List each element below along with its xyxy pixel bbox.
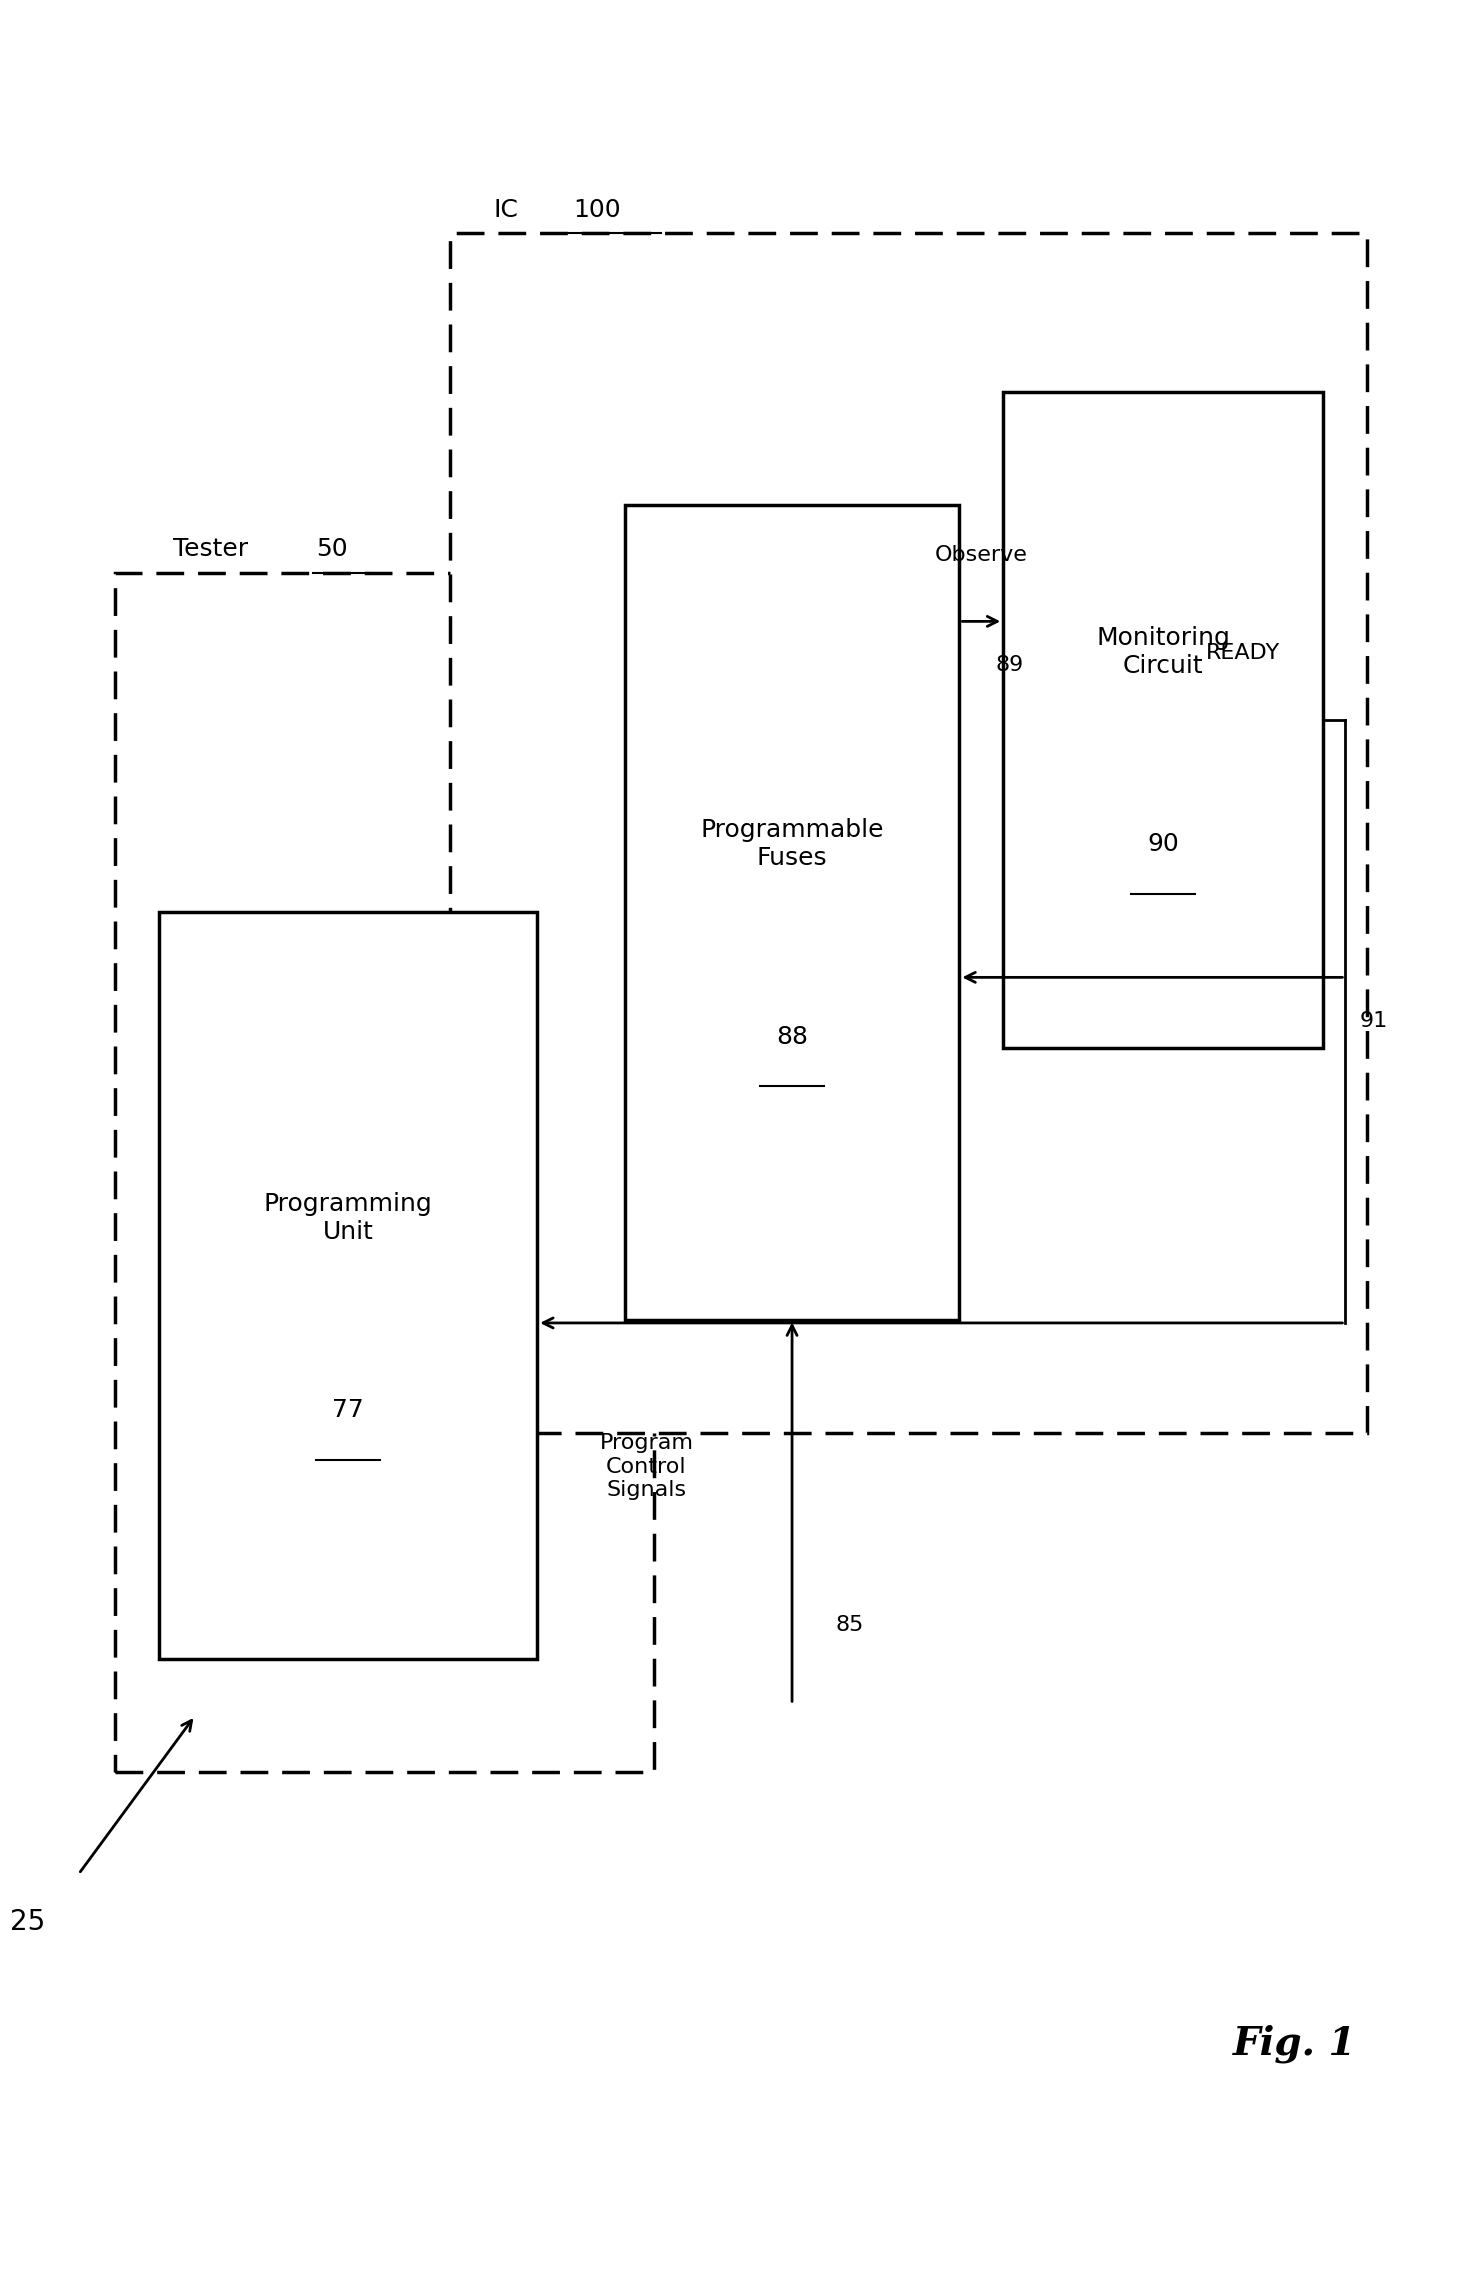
Text: Fig. 1: Fig. 1 bbox=[1232, 2024, 1356, 2063]
Text: Programmable
Fuses: Programmable Fuses bbox=[700, 817, 884, 870]
Text: 100: 100 bbox=[574, 198, 621, 221]
FancyBboxPatch shape bbox=[159, 913, 537, 1660]
Text: READY: READY bbox=[1206, 642, 1281, 663]
Text: Observe: Observe bbox=[934, 544, 1027, 565]
FancyBboxPatch shape bbox=[450, 232, 1367, 1432]
Text: 91: 91 bbox=[1359, 1011, 1387, 1031]
Text: 50: 50 bbox=[316, 537, 347, 562]
FancyBboxPatch shape bbox=[1004, 392, 1324, 1047]
FancyBboxPatch shape bbox=[624, 505, 959, 1321]
Text: Tester: Tester bbox=[173, 537, 248, 562]
Text: Program
Control
Signals: Program Control Signals bbox=[599, 1435, 694, 1501]
Text: 77: 77 bbox=[332, 1398, 365, 1423]
Text: Programming
Unit: Programming Unit bbox=[264, 1191, 432, 1243]
Text: 89: 89 bbox=[996, 656, 1024, 676]
Text: 90: 90 bbox=[1147, 833, 1179, 856]
Text: Monitoring
Circuit: Monitoring Circuit bbox=[1097, 626, 1231, 679]
FancyBboxPatch shape bbox=[115, 574, 654, 1772]
Text: IC: IC bbox=[493, 198, 518, 221]
Text: 88: 88 bbox=[776, 1025, 807, 1050]
Text: 85: 85 bbox=[835, 1614, 863, 1635]
Text: 25: 25 bbox=[10, 1908, 46, 1935]
